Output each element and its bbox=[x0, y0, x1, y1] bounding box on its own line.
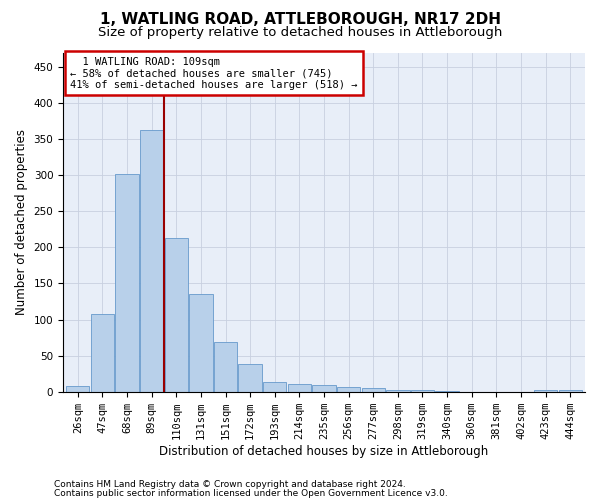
Bar bbox=[140, 130, 163, 392]
Bar bbox=[91, 314, 114, 392]
Y-axis label: Number of detached properties: Number of detached properties bbox=[15, 129, 28, 315]
Bar bbox=[214, 342, 237, 392]
Bar bbox=[559, 390, 582, 392]
Text: Contains public sector information licensed under the Open Government Licence v3: Contains public sector information licen… bbox=[54, 488, 448, 498]
Bar bbox=[287, 384, 311, 392]
Bar bbox=[313, 384, 336, 392]
Bar bbox=[436, 391, 459, 392]
X-axis label: Distribution of detached houses by size in Attleborough: Distribution of detached houses by size … bbox=[160, 444, 488, 458]
Text: 1 WATLING ROAD: 109sqm
← 58% of detached houses are smaller (745)
41% of semi-de: 1 WATLING ROAD: 109sqm ← 58% of detached… bbox=[70, 56, 358, 90]
Bar bbox=[164, 238, 188, 392]
Bar bbox=[115, 174, 139, 392]
Bar bbox=[238, 364, 262, 392]
Text: 1, WATLING ROAD, ATTLEBOROUGH, NR17 2DH: 1, WATLING ROAD, ATTLEBOROUGH, NR17 2DH bbox=[100, 12, 500, 28]
Text: Size of property relative to detached houses in Attleborough: Size of property relative to detached ho… bbox=[98, 26, 502, 39]
Bar bbox=[263, 382, 286, 392]
Bar bbox=[66, 386, 89, 392]
Bar bbox=[386, 390, 410, 392]
Bar bbox=[362, 388, 385, 392]
Bar bbox=[189, 294, 212, 392]
Bar bbox=[411, 390, 434, 392]
Bar bbox=[534, 390, 557, 392]
Bar bbox=[337, 386, 361, 392]
Text: Contains HM Land Registry data © Crown copyright and database right 2024.: Contains HM Land Registry data © Crown c… bbox=[54, 480, 406, 489]
